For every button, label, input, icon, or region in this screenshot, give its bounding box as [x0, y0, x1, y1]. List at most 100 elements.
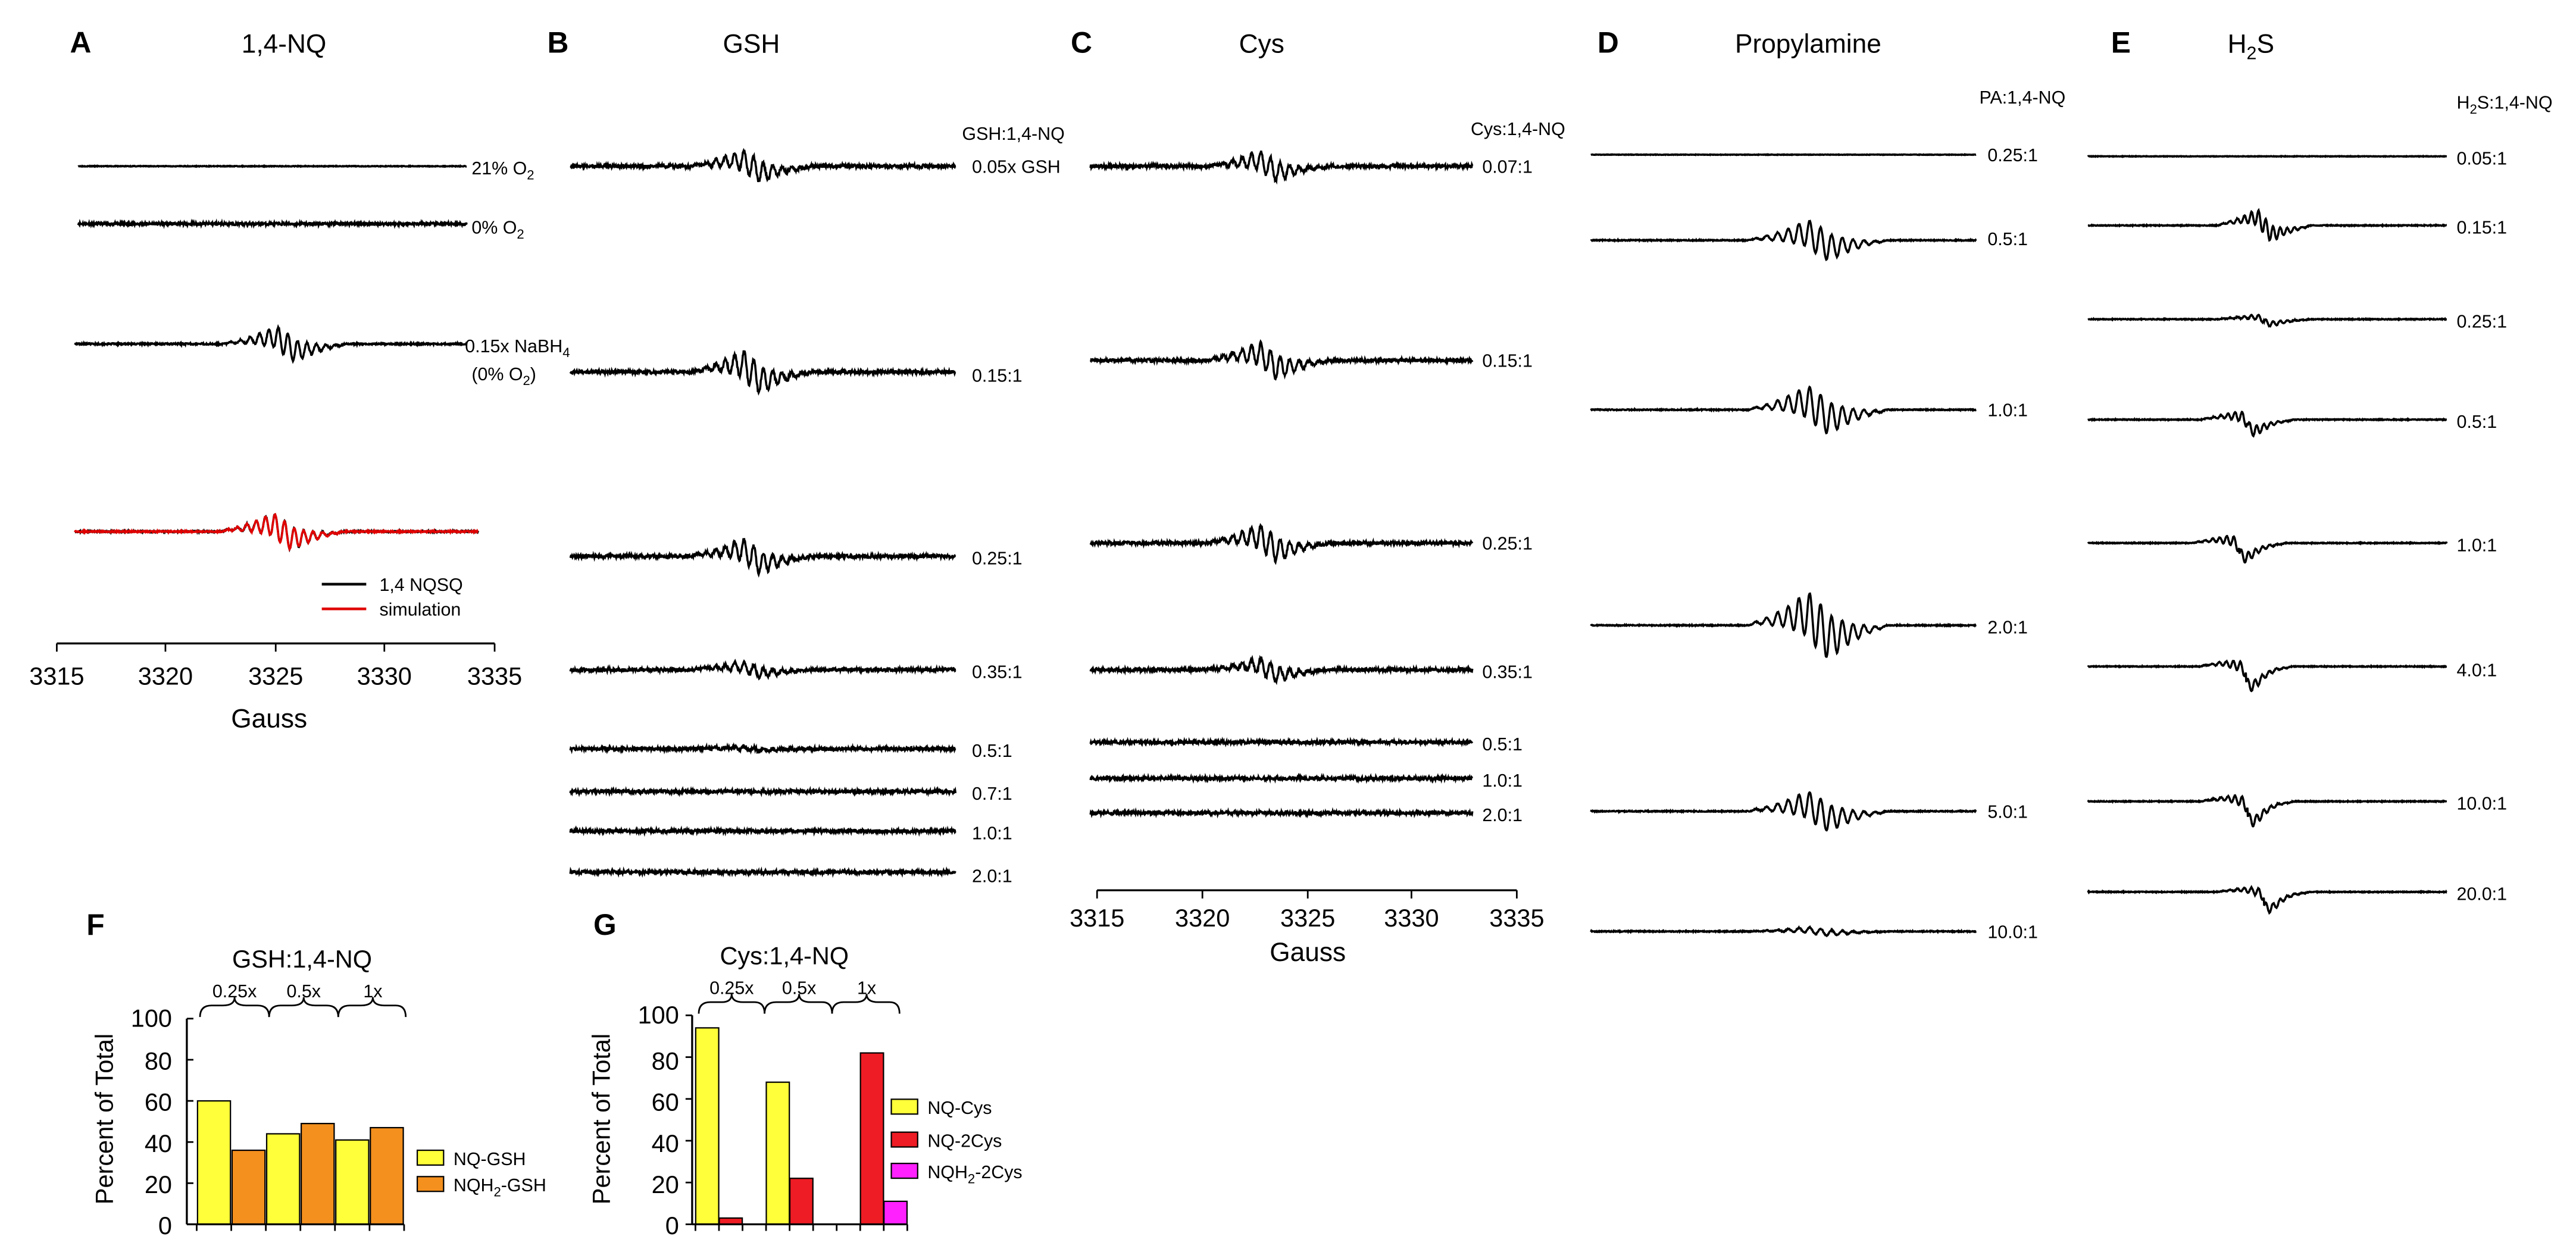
- panel-c-letter: C: [1071, 26, 1092, 59]
- panel-f-bars: [186, 1018, 405, 1231]
- panel-g-group-brace: [698, 994, 765, 1014]
- panel-f-group-label: 0.5x: [287, 981, 321, 1001]
- panel-f-bar-nq-gsh-0.25x: [196, 1100, 232, 1225]
- panel-g-group-label: 0.25x: [709, 978, 754, 998]
- panel-c-tick-label: 3335: [1489, 904, 1544, 932]
- panel-g-group-label: 0.5x: [782, 978, 816, 998]
- panel-f-legend-label: NQ-GSH: [454, 1149, 526, 1169]
- panel-f-ytick-label: 80: [145, 1047, 172, 1075]
- spectrum-trace-nabh4: [74, 324, 468, 364]
- spectrum-trace-cys: [1089, 807, 1474, 819]
- panel-c-ratio-header: Cys:1,4-NQ: [1471, 119, 1565, 139]
- panel-c-tick-label: 3320: [1175, 904, 1230, 932]
- panel-b-title: GSH: [723, 29, 780, 58]
- panel-c-label: 0.5:1: [1482, 734, 1523, 755]
- panel-g-legend-swatch-nqh2-2cys: [890, 1163, 918, 1179]
- panel-e-label: 20.0:1: [2456, 884, 2507, 904]
- panel-g-bar-nq-2cys-0.5x: [789, 1178, 814, 1225]
- panel-f-legend-label: NQH2-GSH: [454, 1175, 546, 1199]
- panel-e-title: H2S: [2228, 29, 2274, 63]
- spectrum-trace-cys: [1089, 522, 1474, 565]
- panel-d-letter: D: [1598, 26, 1619, 59]
- panel-c-title: Cys: [1239, 29, 1284, 58]
- panel-a-tick-label: 3315: [29, 662, 84, 690]
- panel-d-label: 0.5:1: [1987, 229, 2028, 249]
- panel-c-tick-label: 3315: [1070, 904, 1124, 932]
- spectrum-trace-simulation: [74, 512, 479, 552]
- panel-e-label: 0.15:1: [2456, 218, 2507, 238]
- panel-b-label: 0.5:1: [972, 741, 1012, 761]
- spectrum-trace-h2s: [2087, 314, 2447, 328]
- panel-d: D Propylamine PA:1,4-NQ 0.25:1 0.5:1 1.0…: [1590, 26, 2066, 942]
- panel-c-label: 1.0:1: [1482, 771, 1523, 791]
- panel-b: B GSH GSH:1,4-NQ 0.05x GSH 0.15:1 0.25:1…: [548, 26, 1065, 886]
- spectrum-trace-gsh: [570, 148, 956, 183]
- panel-f-group-label: 1x: [363, 981, 382, 1001]
- panel-d-ratio-header: PA:1,4-NQ: [1980, 87, 2066, 108]
- panel-c-label: 0.35:1: [1482, 662, 1533, 682]
- spectrum-trace-h2s: [2087, 411, 2447, 438]
- panel-g-bar-nq-cys-0.5x: [765, 1081, 790, 1225]
- panel-g-ytick-label: 40: [652, 1129, 679, 1157]
- spectrum-trace-gsh: [569, 659, 956, 681]
- panel-b-label: 0.05x GSH: [972, 156, 1061, 177]
- panel-e-label: 4.0:1: [2456, 661, 2497, 681]
- panel-f-group-label: 0.25x: [212, 981, 257, 1001]
- panel-g-bar-nqh2-2cys-1x: [883, 1200, 908, 1225]
- panel-f-ytick-label: 20: [145, 1170, 172, 1198]
- legend-label-nqsq: 1,4 NQSQ: [379, 575, 462, 595]
- panel-d-label: 0.25:1: [1987, 145, 2038, 165]
- panel-e-label: 0.05:1: [2456, 149, 2507, 169]
- panel-g-ytick-label: 20: [652, 1170, 679, 1198]
- spectrum-trace-gsh: [569, 350, 956, 396]
- panel-a-label-nabh4: 0.15x NaBH4: [465, 336, 570, 360]
- spectrum-trace-h2s: [2087, 794, 2447, 828]
- spectrum-trace-cys: [1089, 772, 1474, 784]
- panel-b-label: 1.0:1: [972, 823, 1012, 843]
- panel-f-legend-swatch-nqh2-gsh: [416, 1176, 445, 1192]
- spectrum-trace-gsh: [569, 538, 956, 578]
- spectrum-trace-propylamine: [1590, 385, 1977, 435]
- panel-e-traces: [2087, 154, 2448, 915]
- spectrum-trace-o2-21: [77, 164, 467, 168]
- panel-c-tick-label: 3325: [1280, 904, 1335, 932]
- panel-a-tick-label: 3335: [467, 662, 522, 690]
- panel-c: C Cys Cys:1,4-NQ 0.07:1 0.15:1 0.25:1 0.…: [1070, 26, 1565, 967]
- panel-a-xlabel: Gauss: [231, 704, 307, 733]
- spectrum-trace-propylamine: [1590, 925, 1977, 938]
- panel-a-label-anaerobic: (0% O2): [471, 364, 536, 388]
- panel-g-group-braces: 0.25x 0.5x 1x: [698, 978, 901, 1014]
- spectrum-trace-propylamine: [1590, 219, 1977, 261]
- panel-d-label: 2.0:1: [1987, 618, 2028, 638]
- panel-f-bar-nq-gsh-1x: [335, 1139, 370, 1225]
- panel-g-group-brace: [831, 994, 901, 1014]
- panel-f-letter: F: [86, 908, 104, 941]
- spectrum-trace-h2s: [2087, 885, 2447, 915]
- panel-a-tick-label: 3325: [248, 662, 303, 690]
- panel-d-traces: [1590, 153, 1977, 938]
- panel-f-ytick-label: 40: [145, 1129, 172, 1157]
- panel-g-group-brace: [764, 994, 833, 1014]
- panel-g-legend-label: NQ-2Cys: [927, 1131, 1002, 1151]
- spectrum-trace-propylamine: [1590, 791, 1977, 832]
- panel-a-tick-label: 3330: [357, 662, 412, 690]
- legend-label-simulation: simulation: [379, 599, 461, 619]
- spectrum-trace-cys: [1089, 655, 1474, 685]
- panel-a: A 1,4-NQ 21% O2 0% O2 0.15x NaBH4 (0% O2…: [29, 26, 570, 733]
- panel-c-tick-label: 3330: [1384, 904, 1439, 932]
- panel-b-label: 0.7:1: [972, 784, 1012, 804]
- panel-f-bar-nqh2-gsh-0.5x: [300, 1123, 335, 1225]
- panel-g-title: Cys:1,4-NQ: [720, 942, 849, 970]
- panel-g-ytick-label: 80: [652, 1047, 679, 1075]
- panel-f-ylabel: Percent of Total: [90, 1034, 118, 1204]
- spectrum-trace-cys: [1090, 339, 1474, 381]
- spectrum-trace-h2s: [2087, 208, 2447, 242]
- panel-g-bars: [685, 1014, 908, 1231]
- panel-c-ticks: 3315 3320 3325 3330 3335: [1070, 890, 1545, 932]
- panel-c-label: 0.25:1: [1482, 534, 1533, 554]
- panel-g-ytick-label: 60: [652, 1088, 679, 1116]
- panel-a-title: 1,4-NQ: [242, 29, 327, 58]
- panel-f: F GSH:1,4-NQ Percent of Total 0 20 40 60…: [86, 908, 546, 1239]
- panel-f-bar-nqh2-gsh-1x: [370, 1126, 404, 1225]
